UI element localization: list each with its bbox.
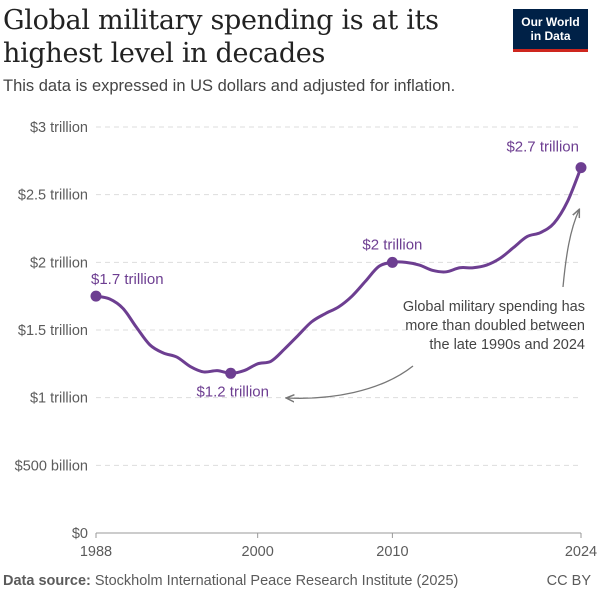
y-tick-label: $2.5 trillion [18,188,88,204]
annotation-line-2: more than doubled between [405,318,585,334]
x-tick-label: 2024 [565,544,597,560]
y-tick-label: $0 [72,526,88,542]
chart-subtitle: This data is expressed in US dollars and… [3,77,456,95]
x-tick-label: 1988 [80,544,112,560]
data-label-2024: $2.7 trillion [506,139,579,156]
x-tick-label: 2010 [376,544,408,560]
chart-title: Global military spending is at its highes… [3,4,503,70]
data-label-1988: $1.7 trillion [91,271,164,288]
data-label-2010: $2 trillion [362,236,422,253]
title-line-2: highest level in decades [3,38,326,69]
y-tick-label: $1 trillion [30,391,88,407]
license-text[interactable]: CC BY [546,573,591,589]
x-tick-label: 2000 [242,544,274,560]
data-source-text[interactable]: Stockholm International Peace Research I… [94,573,459,589]
title-line-1: Global military spending is at its [3,5,439,36]
data-point-1998 [225,367,237,379]
data-point-2024 [575,162,587,174]
annotation-line-1: Global military spending has [403,299,585,315]
y-tick-label: $3 trillion [30,120,88,136]
data-label-1998: $1.2 trillion [196,383,269,400]
footer: Data source: Stockholm International Pea… [3,573,591,589]
logo-line-1: Our World [521,15,580,29]
y-tick-label: $1.5 trillion [18,323,88,339]
y-tick-label: $2 trillion [30,255,88,271]
logo-line-2: in Data [530,29,571,43]
data-point-2010 [386,256,398,268]
data-point-1988 [90,290,102,302]
our-world-in-data-logo[interactable]: Our World in Data [513,9,588,52]
annotation-arrow-to-high [562,210,579,288]
annotation-line-3: the late 1990s and 2024 [429,337,585,353]
y-tick-label: $500 billion [15,458,88,474]
annotation-arrow-to-low [287,365,414,398]
series-line [94,166,583,375]
data-source-label: Data source: [3,573,91,589]
